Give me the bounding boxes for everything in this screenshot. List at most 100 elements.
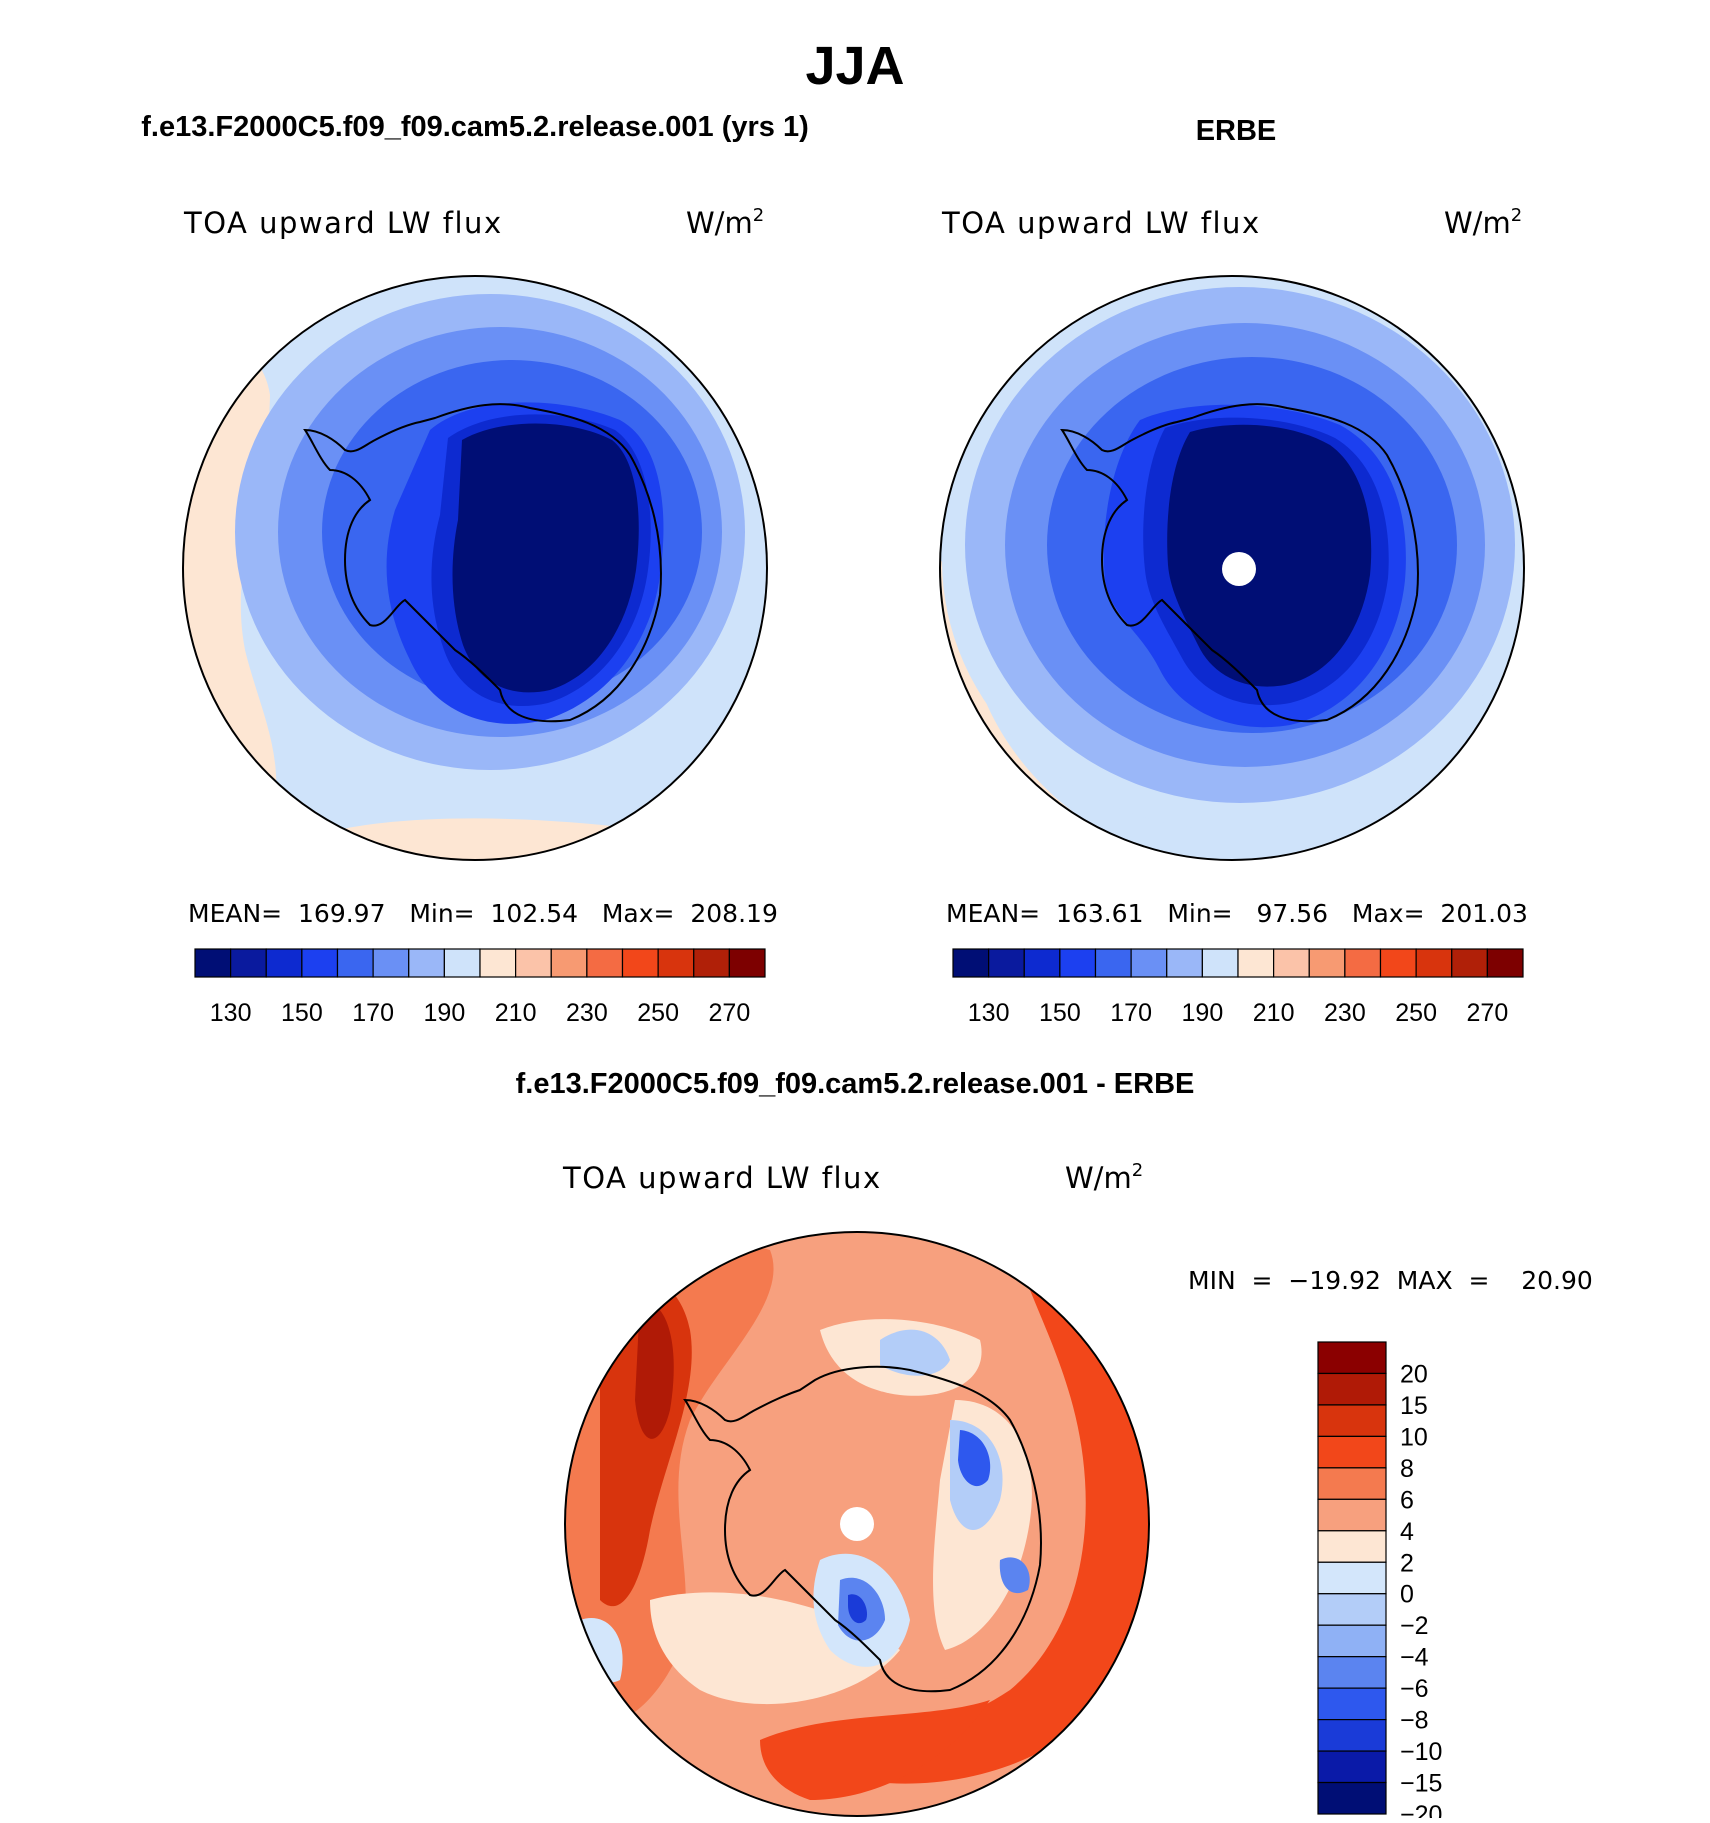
panel-c-colorbar-swatch-0	[1317, 1341, 1387, 1375]
panel-a-variable-label: TOA upward LW flux	[183, 206, 503, 240]
panel-c-colorbar-swatch-7	[1317, 1561, 1387, 1595]
panel-b-colorbar-swatch-14	[1451, 948, 1488, 978]
panel-c-colorbar-tick-label-8: −2	[1400, 1612, 1429, 1640]
panel-c-colorbar-swatch-10	[1317, 1656, 1387, 1689]
panel-b-colorbar-swatch-13	[1415, 948, 1453, 978]
panel-a-antarctica-coastline	[303, 403, 662, 723]
panel-a-colorbar-tick-label-1: 150	[281, 999, 323, 1027]
panel-c-variable-label: TOA upward LW flux	[562, 1161, 882, 1195]
panel-a-colorbar-tick-label-6: 250	[637, 999, 679, 1027]
panel-a-subtitle: f.e13.F2000C5.f09_f09.cam5.2.release.001…	[141, 111, 808, 143]
panel-a-colorbar-tick-label-5: 230	[566, 999, 608, 1027]
panel-b-colorbar-swatch-6	[1166, 948, 1203, 978]
panel-b-colorbar-swatch-2	[1023, 948, 1061, 978]
panel-c-colorbar-tick-label-14: −20	[1400, 1801, 1442, 1818]
panel-c-colorbar-tick-label-9: −4	[1400, 1644, 1429, 1672]
panel-c-colorbar-swatch-3	[1317, 1435, 1387, 1469]
panel-c-antarctica-coastline	[683, 1365, 1042, 1693]
panel-b-colorbar-tick-label-1: 150	[1039, 999, 1081, 1027]
panel-c-band-8-east	[860, 1290, 1149, 1784]
panel-b-colorbar-swatch-7	[1201, 948, 1239, 978]
panel-b-colorbar-tick-label-3: 190	[1182, 999, 1224, 1027]
panel-c-band-8-south	[760, 1700, 990, 1800]
panel-b-colorbar-tick-label-7: 270	[1467, 999, 1509, 1027]
panel-c-stats: MIN = −19.92 MAX = 20.90	[1188, 1266, 1593, 1295]
panel-b-pole-missing-data	[1222, 552, 1256, 586]
panel-a-colorbar-swatch-6	[408, 948, 445, 978]
panel-c-colorbar-tick-label-6: 2	[1400, 1549, 1414, 1577]
panel-c-subtitle: f.e13.F2000C5.f09_f09.cam5.2.release.001…	[516, 1068, 1195, 1100]
panel-c-map-border	[564, 1231, 1150, 1817]
panel-a-colorbar-swatch-2	[265, 948, 303, 978]
panel-a-colorbar-swatch-3	[301, 948, 339, 978]
panel-b-colorbar-swatch-11	[1344, 948, 1382, 978]
panel-c-colorbar-swatch-11	[1317, 1687, 1387, 1721]
panel-a-colorbar-swatch-12	[621, 948, 659, 978]
panel-a-colorbar-swatch-9	[515, 948, 552, 978]
panel-a-stats: MEAN= 169.97 Min= 102.54 Max= 208.19	[188, 899, 778, 928]
panel-a-map	[183, 276, 767, 860]
panel-c-colorbar-swatch-13	[1317, 1750, 1387, 1784]
panel-a-colorbar-tick-label-3: 190	[424, 999, 466, 1027]
panel-b-variable-label: TOA upward LW flux	[941, 206, 1261, 240]
panel-c-colorbar-tick-label-5: 4	[1400, 1518, 1414, 1546]
panel-c-colorbar-tick-label-2: 10	[1400, 1423, 1428, 1451]
panel-a-colorbar-swatch-7	[443, 948, 481, 978]
panel-b-colorbar: 130 150 170 190 210 230 250 270	[952, 948, 1524, 1027]
panel-b-antarctica-coastline	[1060, 403, 1419, 723]
panel-b-colorbar-swatch-4	[1094, 948, 1132, 978]
panel-c-band-15-west	[635, 1300, 674, 1439]
panel-a-colorbar-tick-label-7: 270	[709, 999, 751, 1027]
panel-c-band-neg6-southeast	[999, 1557, 1030, 1594]
panel-c-colorbar-tick-label-4: 6	[1400, 1486, 1414, 1514]
panel-c-band-neg2-north	[880, 1329, 950, 1376]
panel-c-colorbar-tick-label-11: −8	[1400, 1707, 1429, 1735]
panel-c-band-neg10-south	[848, 1594, 868, 1624]
panel-a-colorbar-swatch-14	[693, 948, 730, 978]
panel-a-colorbar-swatch-5	[372, 948, 410, 978]
panel-b-colorbar-tick-label-2: 170	[1110, 999, 1152, 1027]
panel-a-map-border	[182, 275, 768, 861]
panel-a-band-130	[452, 423, 639, 693]
panel-c-colorbar-swatch-4	[1317, 1467, 1387, 1500]
panel-c-map	[565, 1232, 1149, 1816]
panel-c-colorbar-swatch-14	[1317, 1781, 1387, 1815]
panel-b-colorbar-tick-label-5: 230	[1324, 999, 1366, 1027]
panel-a-colorbar-swatch-15	[728, 948, 766, 978]
panel-b-band-130	[1167, 424, 1372, 687]
panel-a-colorbar-swatch-10	[550, 948, 588, 978]
panel-a-units: W/m2	[686, 205, 764, 240]
panel-c-colorbar-swatch-8	[1317, 1593, 1387, 1626]
panel-b-colorbar-swatch-1	[988, 948, 1025, 978]
panel-b-colorbar-tick-label-0: 130	[968, 999, 1010, 1027]
panel-a-colorbar-tick-label-2: 170	[352, 999, 394, 1027]
panel-b-colorbar-tick-label-4: 210	[1253, 999, 1295, 1027]
panel-c-colorbar-swatch-12	[1317, 1718, 1387, 1752]
panel-c-colorbar-swatch-9	[1317, 1624, 1387, 1658]
panel-c-colorbar-swatch-6	[1317, 1530, 1387, 1563]
panel-b-colorbar-swatch-8	[1237, 948, 1275, 978]
panel-c-units: W/m2	[1065, 1160, 1143, 1195]
panel-b-map-border	[939, 275, 1525, 861]
panel-a-colorbar-swatch-13	[657, 948, 695, 978]
panel-a-colorbar-swatch-11	[586, 948, 624, 978]
panel-a-colorbar-swatch-1	[230, 948, 267, 978]
panel-c-colorbar-tick-label-13: −15	[1400, 1770, 1442, 1798]
panel-c-colorbar-tick-label-12: −10	[1400, 1738, 1442, 1766]
panel-c-colorbar-tick-label-0: 20	[1400, 1360, 1428, 1388]
panel-c-band-neg8-east	[958, 1430, 991, 1487]
figure-title: JJA	[805, 36, 904, 96]
panel-b-colorbar-swatch-5	[1130, 948, 1168, 978]
panel-b-colorbar-swatch-10	[1308, 948, 1346, 978]
panel-c-colorbar-swatch-1	[1317, 1372, 1387, 1406]
panel-b-colorbar-tick-label-6: 250	[1395, 999, 1437, 1027]
panel-c-colorbar-tick-label-7: 0	[1400, 1581, 1414, 1609]
panel-a-colorbar-swatch-0	[194, 948, 232, 978]
panel-b-subtitle: ERBE	[1196, 115, 1277, 147]
panel-b-colorbar-swatch-0	[952, 948, 990, 978]
panel-c-colorbar-swatch-5	[1317, 1498, 1387, 1532]
panel-b-units: W/m2	[1444, 205, 1522, 240]
panel-c-colorbar-tick-label-10: −6	[1400, 1675, 1429, 1703]
